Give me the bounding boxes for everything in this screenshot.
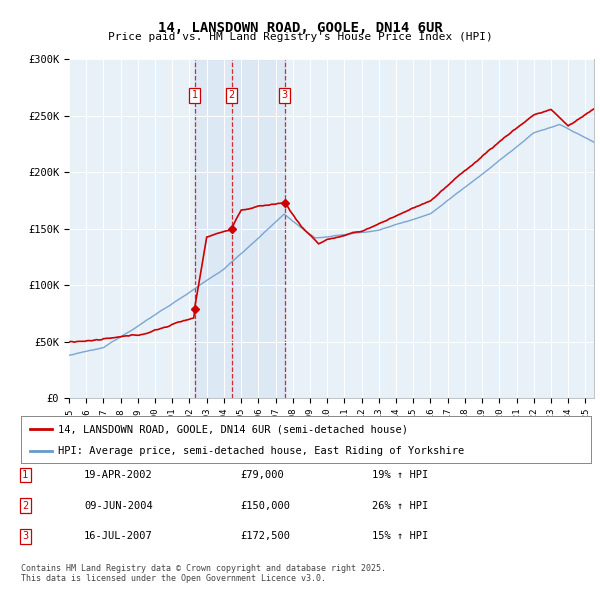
Text: 3: 3: [22, 532, 28, 541]
Text: Contains HM Land Registry data © Crown copyright and database right 2025.
This d: Contains HM Land Registry data © Crown c…: [21, 563, 386, 583]
Text: 2: 2: [22, 501, 28, 510]
Text: 1: 1: [22, 470, 28, 480]
Text: 1: 1: [191, 90, 198, 100]
Text: £79,000: £79,000: [240, 470, 284, 480]
Bar: [194, 59, 285, 398]
Text: 2: 2: [229, 90, 235, 100]
Text: £150,000: £150,000: [240, 501, 290, 510]
Text: 15% ↑ HPI: 15% ↑ HPI: [372, 532, 428, 541]
Text: 09-JUN-2004: 09-JUN-2004: [84, 501, 153, 510]
Text: 14, LANSDOWN ROAD, GOOLE, DN14 6UR (semi-detached house): 14, LANSDOWN ROAD, GOOLE, DN14 6UR (semi…: [58, 424, 408, 434]
Text: HPI: Average price, semi-detached house, East Riding of Yorkshire: HPI: Average price, semi-detached house,…: [58, 447, 464, 456]
Text: 19-APR-2002: 19-APR-2002: [84, 470, 153, 480]
Text: 19% ↑ HPI: 19% ↑ HPI: [372, 470, 428, 480]
Text: Price paid vs. HM Land Registry's House Price Index (HPI): Price paid vs. HM Land Registry's House …: [107, 32, 493, 42]
Text: 16-JUL-2007: 16-JUL-2007: [84, 532, 153, 541]
Text: £172,500: £172,500: [240, 532, 290, 541]
Text: 3: 3: [282, 90, 288, 100]
Text: 14, LANSDOWN ROAD, GOOLE, DN14 6UR: 14, LANSDOWN ROAD, GOOLE, DN14 6UR: [158, 21, 442, 35]
Text: 26% ↑ HPI: 26% ↑ HPI: [372, 501, 428, 510]
